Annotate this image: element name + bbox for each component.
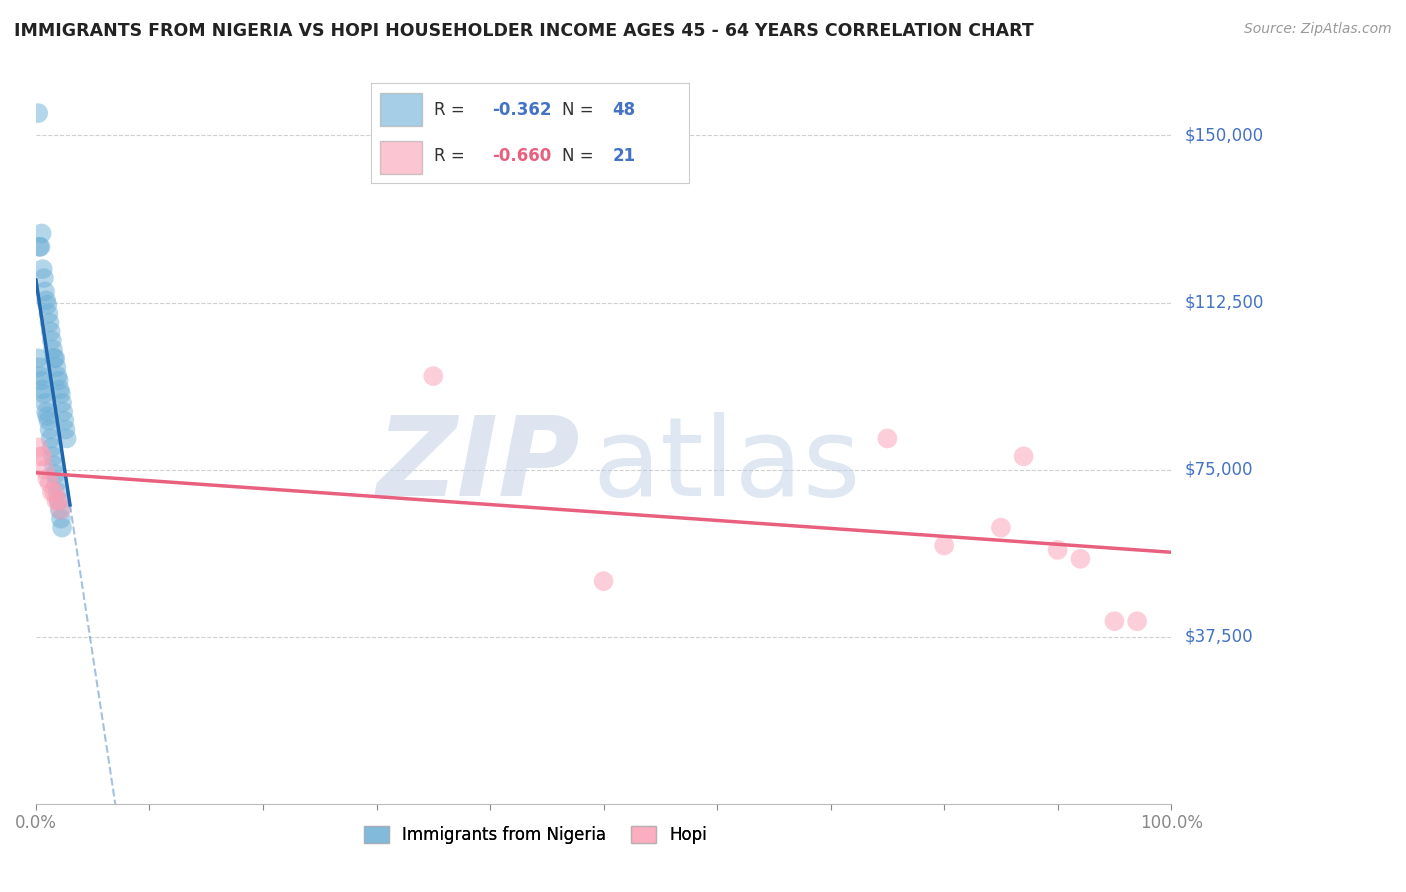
Point xyxy=(592,574,614,588)
Text: $37,500: $37,500 xyxy=(1185,628,1254,646)
Point xyxy=(38,423,60,437)
Point xyxy=(34,285,56,299)
Point xyxy=(48,374,70,388)
Text: $75,000: $75,000 xyxy=(1185,460,1254,479)
Text: atlas: atlas xyxy=(592,412,860,519)
Point xyxy=(30,369,52,384)
Point xyxy=(34,396,56,410)
Text: IMMIGRANTS FROM NIGERIA VS HOPI HOUSEHOLDER INCOME AGES 45 - 64 YEARS CORRELATIO: IMMIGRANTS FROM NIGERIA VS HOPI HOUSEHOL… xyxy=(14,22,1033,40)
Text: $150,000: $150,000 xyxy=(1185,127,1264,145)
Point xyxy=(53,414,76,428)
Text: Source: ZipAtlas.com: Source: ZipAtlas.com xyxy=(1244,22,1392,37)
Point xyxy=(51,521,73,535)
Point xyxy=(31,383,53,397)
Point xyxy=(31,450,53,464)
Point xyxy=(31,227,53,241)
Point xyxy=(28,240,51,254)
Point xyxy=(46,369,69,384)
Point xyxy=(876,432,898,446)
Point xyxy=(49,512,72,526)
Point xyxy=(31,262,53,277)
Point xyxy=(31,374,53,388)
Text: $112,500: $112,500 xyxy=(1185,293,1264,311)
Point xyxy=(27,441,49,455)
Point xyxy=(51,396,73,410)
Point xyxy=(35,405,58,419)
Legend: Immigrants from Nigeria, Hopi: Immigrants from Nigeria, Hopi xyxy=(357,820,714,851)
Point xyxy=(934,538,956,552)
Point xyxy=(37,307,59,321)
Point xyxy=(27,351,49,366)
Point xyxy=(39,325,62,339)
Point xyxy=(42,351,65,366)
Point xyxy=(27,106,49,120)
Point xyxy=(46,485,69,500)
Point xyxy=(32,271,55,285)
Point xyxy=(41,441,63,455)
Point xyxy=(42,485,65,500)
Point xyxy=(1046,542,1069,557)
Point xyxy=(48,494,70,508)
Point xyxy=(1012,450,1035,464)
Point xyxy=(49,503,72,517)
Point xyxy=(44,351,66,366)
Point xyxy=(37,414,59,428)
Point xyxy=(28,360,51,375)
Point xyxy=(30,450,52,464)
Point xyxy=(42,450,65,464)
Point xyxy=(38,476,60,491)
Point xyxy=(42,458,65,473)
Point xyxy=(52,405,75,419)
Point xyxy=(1069,551,1091,566)
Point xyxy=(1126,614,1149,628)
Point xyxy=(34,463,56,477)
Point xyxy=(49,503,72,517)
Text: ZIP: ZIP xyxy=(377,412,581,519)
Point xyxy=(37,409,59,424)
Point xyxy=(55,432,77,446)
Point xyxy=(35,293,58,308)
Point xyxy=(422,369,444,384)
Point xyxy=(30,240,52,254)
Point xyxy=(49,387,72,401)
Point xyxy=(45,476,67,491)
Point xyxy=(990,521,1012,535)
Point xyxy=(45,494,67,508)
Point xyxy=(39,432,62,446)
Point xyxy=(38,316,60,330)
Point xyxy=(41,485,63,500)
Point xyxy=(45,360,67,375)
Point xyxy=(32,387,55,401)
Point xyxy=(41,334,63,348)
Point xyxy=(49,383,72,397)
Point xyxy=(37,298,59,312)
Point xyxy=(1104,614,1126,628)
Point xyxy=(42,343,65,357)
Point xyxy=(55,423,77,437)
Point xyxy=(37,472,59,486)
Point xyxy=(44,467,66,482)
Point xyxy=(48,494,70,508)
